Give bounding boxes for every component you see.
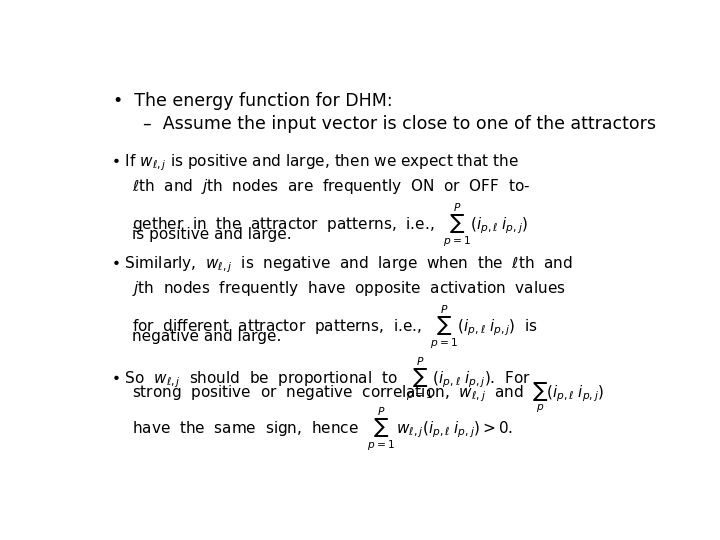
Text: gether  in  the  attractor  patterns,  i.e.,  $\sum_{p=1}^{P}(i_{p,\ell}\; i_{p,: gether in the attractor patterns, i.e., … [132,202,528,249]
Text: • So  $w_{\ell,j}$  should  be  proportional  to  $\sum_{p=1}^{P}(i_{p,\ell}\; i: • So $w_{\ell,j}$ should be proportional… [111,356,531,403]
Text: is positive and large.: is positive and large. [132,227,292,242]
Text: • Similarly,  $w_{\ell,j}$  is  negative  and  large  when  the  $\ell$th  and: • Similarly, $w_{\ell,j}$ is negative an… [111,254,573,274]
Text: $j$th  nodes  frequently  have  opposite  activation  values: $j$th nodes frequently have opposite act… [132,279,566,298]
Text: strong  positive  or  negative  correlation,  $w_{\ell,j}$  and  $\sum_p(i_{p,\e: strong positive or negative correlation,… [132,381,604,415]
Text: •  The energy function for DHM:: • The energy function for DHM: [114,92,393,110]
Text: • If $w_{\ell,j}$ is positive and large, then we expect that the: • If $w_{\ell,j}$ is positive and large,… [111,152,519,173]
Text: $\ell$th  and  $j$th  nodes  are  frequently  ON  or  OFF  to-: $\ell$th and $j$th nodes are frequently … [132,177,530,196]
Text: negative and large.: negative and large. [132,329,282,344]
Text: have  the  same  sign,  hence  $\sum_{p=1}^{P}\, w_{\ell,j}(i_{p,\ell}\; i_{p,j}: have the same sign, hence $\sum_{p=1}^{P… [132,406,513,453]
Text: –  Assume the input vector is close to one of the attractors: – Assume the input vector is close to on… [143,114,656,133]
Text: for  different  attractor  patterns,  i.e.,  $\sum_{p=1}^{P}(i_{p,\ell}\; i_{p,j: for different attractor patterns, i.e., … [132,304,538,352]
